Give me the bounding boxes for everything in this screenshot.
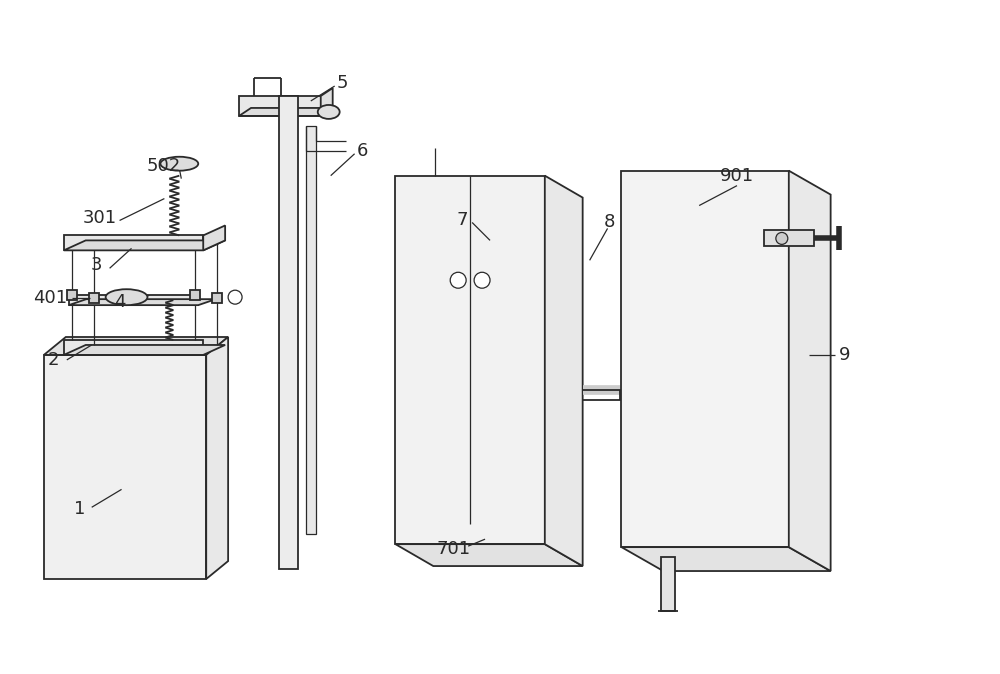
Polygon shape: [621, 171, 789, 547]
Polygon shape: [239, 108, 333, 116]
Ellipse shape: [106, 289, 147, 305]
Text: 502: 502: [146, 157, 181, 175]
Polygon shape: [69, 295, 198, 305]
Text: 3: 3: [91, 256, 102, 274]
Ellipse shape: [160, 157, 198, 171]
Polygon shape: [395, 176, 545, 544]
Text: 2: 2: [48, 351, 60, 369]
Circle shape: [228, 290, 242, 304]
Text: 901: 901: [720, 166, 754, 185]
Polygon shape: [64, 340, 203, 355]
Polygon shape: [44, 355, 206, 579]
Polygon shape: [279, 96, 298, 569]
Polygon shape: [89, 293, 99, 303]
Text: 701: 701: [436, 540, 470, 558]
Text: 4: 4: [114, 293, 125, 311]
Polygon shape: [67, 290, 77, 300]
Polygon shape: [64, 241, 225, 250]
Circle shape: [474, 272, 490, 288]
Polygon shape: [395, 544, 583, 566]
Ellipse shape: [318, 105, 340, 119]
Polygon shape: [545, 176, 583, 566]
Text: 301: 301: [83, 210, 117, 228]
Polygon shape: [44, 337, 228, 355]
Circle shape: [450, 272, 466, 288]
Polygon shape: [190, 290, 200, 300]
Polygon shape: [206, 337, 228, 579]
Polygon shape: [789, 171, 831, 571]
Polygon shape: [203, 226, 225, 250]
Text: 7: 7: [456, 212, 468, 229]
Text: 6: 6: [357, 142, 368, 160]
Circle shape: [776, 233, 788, 245]
Polygon shape: [764, 231, 814, 247]
Text: 9: 9: [839, 346, 850, 364]
Polygon shape: [69, 299, 216, 305]
Polygon shape: [64, 345, 225, 355]
Polygon shape: [661, 557, 675, 611]
Text: 1: 1: [74, 500, 85, 518]
Polygon shape: [239, 96, 321, 116]
Polygon shape: [212, 293, 222, 303]
Polygon shape: [306, 126, 316, 534]
Polygon shape: [64, 235, 203, 250]
Polygon shape: [621, 547, 831, 571]
Polygon shape: [321, 88, 333, 116]
Text: 401: 401: [33, 289, 67, 307]
Text: 5: 5: [337, 74, 348, 92]
Text: 8: 8: [604, 214, 615, 231]
